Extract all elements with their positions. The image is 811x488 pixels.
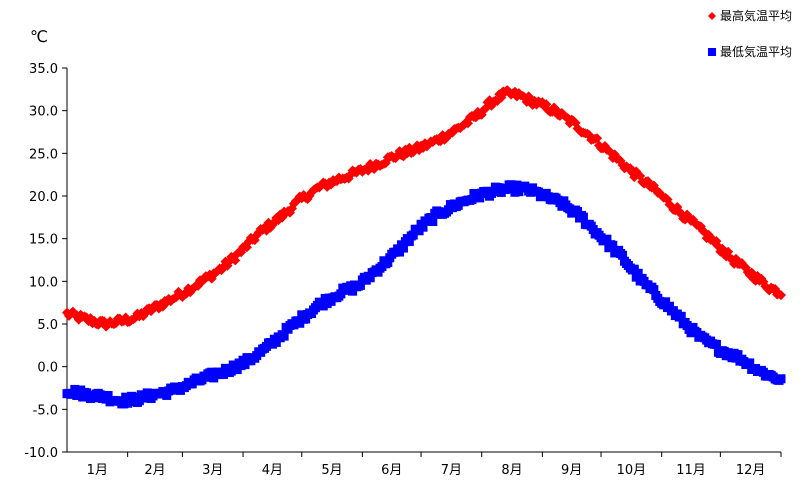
series-min: [62, 180, 786, 409]
data-point: [776, 290, 786, 301]
legend-label: 最低気温平均: [720, 44, 792, 59]
data-point: [355, 280, 365, 290]
x-tick-label: 2月: [144, 463, 165, 478]
y-tick-label: 35.0: [29, 62, 58, 77]
y-tick-label: 5.0: [37, 318, 58, 333]
data-point: [162, 390, 172, 400]
x-tick-label: 11月: [676, 463, 706, 478]
x-tick-label: 8月: [501, 463, 522, 478]
series-layer: [62, 85, 786, 409]
x-tick-label: 1月: [87, 463, 108, 478]
data-point: [142, 388, 152, 398]
y-axis-ticks: 35.0 30.0 25.0 20.0 15.0 10.0 5.0 0.0 -5.0 -10.0: [24, 62, 67, 461]
data-point: [408, 230, 418, 240]
x-axis-ticks: 1月 2月 3月 4月 5月 6月 7月 8月 9月 10月 11月 12月: [87, 452, 782, 478]
x-tick-label: 7月: [441, 463, 462, 478]
series-max: [62, 85, 786, 332]
data-point: [120, 312, 131, 323]
data-point: [578, 212, 588, 222]
y-tick-label: 0.0: [37, 361, 58, 376]
legend-label: 最高気温平均: [720, 8, 792, 23]
x-tick-label: 12月: [736, 463, 766, 478]
data-point: [602, 234, 612, 244]
data-point: [271, 337, 281, 347]
y-tick-label: 25.0: [29, 147, 58, 162]
data-point: [475, 193, 485, 203]
data-point: [592, 133, 603, 144]
data-point: [676, 311, 686, 321]
data-point: [467, 195, 477, 205]
data-point: [649, 285, 659, 295]
y-tick-label: 20.0: [29, 190, 58, 205]
data-point: [733, 350, 743, 360]
x-tick-label: 9月: [561, 463, 582, 478]
y-tick-label: -10.0: [24, 446, 58, 461]
legend-marker-diamond: [708, 12, 716, 20]
data-point: [103, 390, 113, 400]
data-point: [279, 331, 289, 341]
data-point: [608, 240, 618, 250]
legend-marker-square: [708, 48, 716, 56]
data-point: [404, 236, 414, 246]
x-tick-label: 4月: [262, 463, 283, 478]
data-point: [383, 257, 393, 267]
x-tick-label: 10月: [617, 463, 647, 478]
data-point: [428, 217, 438, 227]
data-point: [418, 222, 428, 232]
y-tick-label: 15.0: [29, 233, 58, 248]
x-tick-label: 6月: [381, 463, 402, 478]
data-point: [745, 358, 755, 368]
data-point: [129, 392, 139, 402]
data-point: [134, 396, 144, 406]
y-tick-label: 10.0: [29, 275, 58, 290]
x-tick-label: 5月: [321, 463, 342, 478]
y-tick-label: 30.0: [29, 105, 58, 120]
data-point: [398, 243, 408, 253]
data-point: [711, 339, 721, 349]
data-point: [776, 374, 786, 384]
data-point: [365, 273, 375, 283]
data-point: [618, 250, 628, 260]
y-axis-unit-label: ℃: [30, 27, 48, 46]
y-tick-label: -5.0: [33, 403, 58, 418]
data-point: [633, 268, 643, 278]
x-tick-label: 3月: [202, 463, 223, 478]
